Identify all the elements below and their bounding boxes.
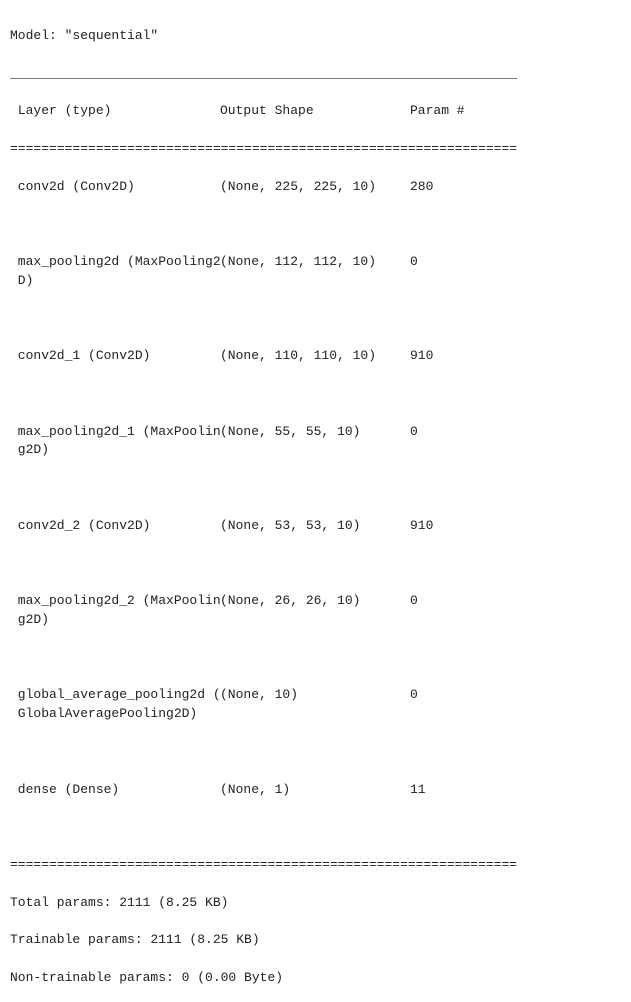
- blank-line: [10, 310, 621, 329]
- layer-cell: global_average_pooling2d ( GlobalAverage…: [10, 686, 220, 724]
- output-shape-cell: (None, 53, 53, 10): [220, 517, 410, 536]
- output-shape-cell: (None, 10): [220, 686, 410, 705]
- non-trainable-params: Non-trainable params: 0 (0.00 Byte): [10, 969, 621, 988]
- layer-cell: max_pooling2d (MaxPooling2 D): [10, 253, 220, 291]
- total-params: Total params: 2111 (8.25 KB): [10, 894, 621, 913]
- layer-cell: dense (Dense): [10, 781, 220, 800]
- blank-line: [10, 554, 621, 573]
- trainable-params: Trainable params: 2111 (8.25 KB): [10, 931, 621, 950]
- table-row: conv2d_1 (Conv2D)(None, 110, 110, 10)910: [10, 347, 621, 366]
- output-shape-cell: (None, 225, 225, 10): [220, 178, 410, 197]
- table-row: max_pooling2d_2 (MaxPoolin g2D)(None, 26…: [10, 592, 621, 630]
- rule-top: ________________________________________…: [10, 65, 621, 84]
- param-cell: 0: [410, 592, 418, 611]
- header-layer: Layer (type): [10, 102, 220, 121]
- rule-header: ========================================…: [10, 140, 621, 159]
- param-cell: 0: [410, 686, 418, 705]
- output-shape-cell: (None, 1): [220, 781, 410, 800]
- table-row: max_pooling2d (MaxPooling2 D)(None, 112,…: [10, 253, 621, 291]
- layer-cell: max_pooling2d_2 (MaxPoolin g2D): [10, 592, 220, 630]
- output-shape-cell: (None, 112, 112, 10): [220, 253, 410, 272]
- header-row: Layer (type)Output ShapeParam #: [10, 102, 621, 121]
- blank-line: [10, 479, 621, 498]
- header-param: Param #: [410, 102, 465, 121]
- model-title: Model: "sequential": [10, 27, 621, 46]
- param-cell: 11: [410, 781, 426, 800]
- param-cell: 0: [410, 253, 418, 272]
- blank-line: [10, 385, 621, 404]
- output-shape-cell: (None, 26, 26, 10): [220, 592, 410, 611]
- output-shape-cell: (None, 110, 110, 10): [220, 347, 410, 366]
- header-output-shape: Output Shape: [220, 102, 410, 121]
- blank-line: [10, 818, 621, 837]
- table-row: conv2d_2 (Conv2D)(None, 53, 53, 10)910: [10, 517, 621, 536]
- param-cell: 0: [410, 423, 418, 442]
- blank-line: [10, 215, 621, 234]
- param-cell: 910: [410, 347, 433, 366]
- blank-line: [10, 743, 621, 762]
- layer-cell: conv2d_1 (Conv2D): [10, 347, 220, 366]
- layer-cell: max_pooling2d_1 (MaxPoolin g2D): [10, 423, 220, 461]
- table-row: global_average_pooling2d ( GlobalAverage…: [10, 686, 621, 724]
- table-row: max_pooling2d_1 (MaxPoolin g2D)(None, 55…: [10, 423, 621, 461]
- param-cell: 280: [410, 178, 433, 197]
- layer-cell: conv2d (Conv2D): [10, 178, 220, 197]
- table-row: dense (Dense)(None, 1)11: [10, 781, 621, 800]
- param-cell: 910: [410, 517, 433, 536]
- model-summary: Model: "sequential" ____________________…: [0, 0, 631, 1002]
- table-row: conv2d (Conv2D)(None, 225, 225, 10)280: [10, 178, 621, 197]
- layer-cell: conv2d_2 (Conv2D): [10, 517, 220, 536]
- rule-footer-top: ========================================…: [10, 856, 621, 875]
- blank-line: [10, 649, 621, 668]
- output-shape-cell: (None, 55, 55, 10): [220, 423, 410, 442]
